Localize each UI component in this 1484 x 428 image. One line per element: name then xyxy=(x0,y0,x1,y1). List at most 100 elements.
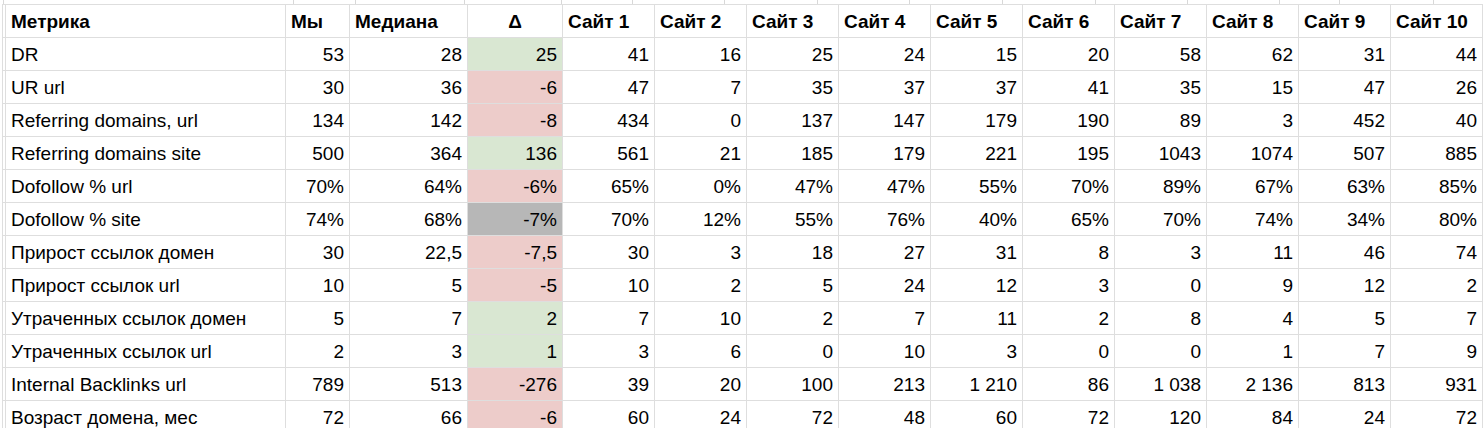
site-value[interactable]: 24 xyxy=(655,401,747,428)
site-value[interactable]: 20 xyxy=(1023,38,1115,71)
site-value[interactable]: 11 xyxy=(931,302,1023,335)
col-header-site-10[interactable]: Сайт 10 xyxy=(1391,5,1483,38)
we-value[interactable]: 74% xyxy=(286,203,350,236)
site-value[interactable]: 85% xyxy=(1391,170,1483,203)
we-value[interactable]: 30 xyxy=(286,236,350,269)
median-value[interactable]: 22,5 xyxy=(350,236,468,269)
site-value[interactable]: 1 210 xyxy=(931,368,1023,401)
col-header-delta[interactable]: Δ xyxy=(468,5,563,38)
site-value[interactable]: 40 xyxy=(1391,104,1483,137)
site-value[interactable]: 12 xyxy=(931,269,1023,302)
site-value[interactable]: 31 xyxy=(931,236,1023,269)
site-value[interactable]: 7 xyxy=(1299,335,1391,368)
col-header-we[interactable]: Мы xyxy=(286,5,350,38)
site-value[interactable]: 0 xyxy=(655,104,747,137)
metric-label[interactable]: DR xyxy=(6,38,286,71)
site-value[interactable]: 47% xyxy=(839,170,931,203)
site-value[interactable]: 3 xyxy=(1023,269,1115,302)
median-value[interactable]: 7 xyxy=(350,302,468,335)
delta-value[interactable]: 25 xyxy=(468,38,563,71)
site-value[interactable]: 3 xyxy=(931,335,1023,368)
site-value[interactable]: 137 xyxy=(747,104,839,137)
metric-label[interactable]: Referring domains site xyxy=(6,137,286,170)
site-value[interactable]: 15 xyxy=(931,38,1023,71)
metric-label[interactable]: Dofollow % url xyxy=(6,170,286,203)
site-value[interactable]: 179 xyxy=(931,104,1023,137)
site-value[interactable]: 3 xyxy=(655,236,747,269)
site-value[interactable]: 47 xyxy=(1299,71,1391,104)
median-value[interactable]: 364 xyxy=(350,137,468,170)
median-value[interactable]: 66 xyxy=(350,401,468,428)
metric-label[interactable]: Прирост ссылок url xyxy=(6,269,286,302)
site-value[interactable]: 7 xyxy=(655,71,747,104)
site-value[interactable]: 147 xyxy=(839,104,931,137)
col-header-site-2[interactable]: Сайт 2 xyxy=(655,5,747,38)
site-value[interactable]: 3 xyxy=(563,335,655,368)
site-value[interactable]: 34% xyxy=(1299,203,1391,236)
site-value[interactable]: 813 xyxy=(1299,368,1391,401)
site-value[interactable]: 35 xyxy=(747,71,839,104)
metric-label[interactable]: Утраченных ссылок url xyxy=(6,335,286,368)
site-value[interactable]: 213 xyxy=(839,368,931,401)
site-value[interactable]: 561 xyxy=(563,137,655,170)
site-value[interactable]: 931 xyxy=(1391,368,1483,401)
site-value[interactable]: 452 xyxy=(1299,104,1391,137)
site-value[interactable]: 16 xyxy=(655,38,747,71)
site-value[interactable]: 86 xyxy=(1023,368,1115,401)
site-value[interactable]: 84 xyxy=(1207,401,1299,428)
site-value[interactable]: 8 xyxy=(1023,236,1115,269)
median-value[interactable]: 68% xyxy=(350,203,468,236)
col-header-site-6[interactable]: Сайт 6 xyxy=(1023,5,1115,38)
site-value[interactable]: 3 xyxy=(1207,104,1299,137)
site-value[interactable]: 67% xyxy=(1207,170,1299,203)
site-value[interactable]: 10 xyxy=(839,335,931,368)
site-value[interactable]: 31 xyxy=(1299,38,1391,71)
site-value[interactable]: 3 xyxy=(1115,236,1207,269)
metric-label[interactable]: Возраст домена, мес xyxy=(6,401,286,428)
site-value[interactable]: 72 xyxy=(1023,401,1115,428)
site-value[interactable]: 72 xyxy=(1391,401,1483,428)
median-value[interactable]: 3 xyxy=(350,335,468,368)
we-value[interactable]: 53 xyxy=(286,38,350,71)
site-value[interactable]: 41 xyxy=(563,38,655,71)
metric-label[interactable]: Referring domains, url xyxy=(6,104,286,137)
site-value[interactable]: 2 xyxy=(747,302,839,335)
median-value[interactable]: 36 xyxy=(350,71,468,104)
col-header-site-4[interactable]: Сайт 4 xyxy=(839,5,931,38)
site-value[interactable]: 9 xyxy=(1391,335,1483,368)
site-value[interactable]: 1074 xyxy=(1207,137,1299,170)
site-value[interactable]: 0 xyxy=(1115,269,1207,302)
site-value[interactable]: 80% xyxy=(1391,203,1483,236)
median-value[interactable]: 28 xyxy=(350,38,468,71)
metric-label[interactable]: Dofollow % site xyxy=(6,203,286,236)
site-value[interactable]: 8 xyxy=(1115,302,1207,335)
site-value[interactable]: 6 xyxy=(655,335,747,368)
site-value[interactable]: 41 xyxy=(1023,71,1115,104)
site-value[interactable]: 2 xyxy=(1391,269,1483,302)
col-header-site-7[interactable]: Сайт 7 xyxy=(1115,5,1207,38)
col-header-site-3[interactable]: Сайт 3 xyxy=(747,5,839,38)
we-value[interactable]: 72 xyxy=(286,401,350,428)
site-value[interactable]: 2 xyxy=(655,269,747,302)
delta-value[interactable]: 136 xyxy=(468,137,563,170)
delta-value[interactable]: -5 xyxy=(468,269,563,302)
site-value[interactable]: 74 xyxy=(1391,236,1483,269)
site-value[interactable]: 35 xyxy=(1115,71,1207,104)
site-value[interactable]: 37 xyxy=(931,71,1023,104)
site-value[interactable]: 7 xyxy=(563,302,655,335)
site-value[interactable]: 10 xyxy=(563,269,655,302)
site-value[interactable]: 48 xyxy=(839,401,931,428)
metric-label[interactable]: UR url xyxy=(6,71,286,104)
we-value[interactable]: 134 xyxy=(286,104,350,137)
site-value[interactable]: 7 xyxy=(1391,302,1483,335)
site-value[interactable]: 21 xyxy=(655,137,747,170)
metric-label[interactable]: Утраченных ссылок домен xyxy=(6,302,286,335)
site-value[interactable]: 70% xyxy=(1023,170,1115,203)
site-value[interactable]: 2 xyxy=(1023,302,1115,335)
col-header-median[interactable]: Медиана xyxy=(350,5,468,38)
site-value[interactable]: 18 xyxy=(747,236,839,269)
col-header-metric[interactable]: Метрика xyxy=(6,5,286,38)
site-value[interactable]: 7 xyxy=(839,302,931,335)
site-value[interactable]: 190 xyxy=(1023,104,1115,137)
site-value[interactable]: 185 xyxy=(747,137,839,170)
